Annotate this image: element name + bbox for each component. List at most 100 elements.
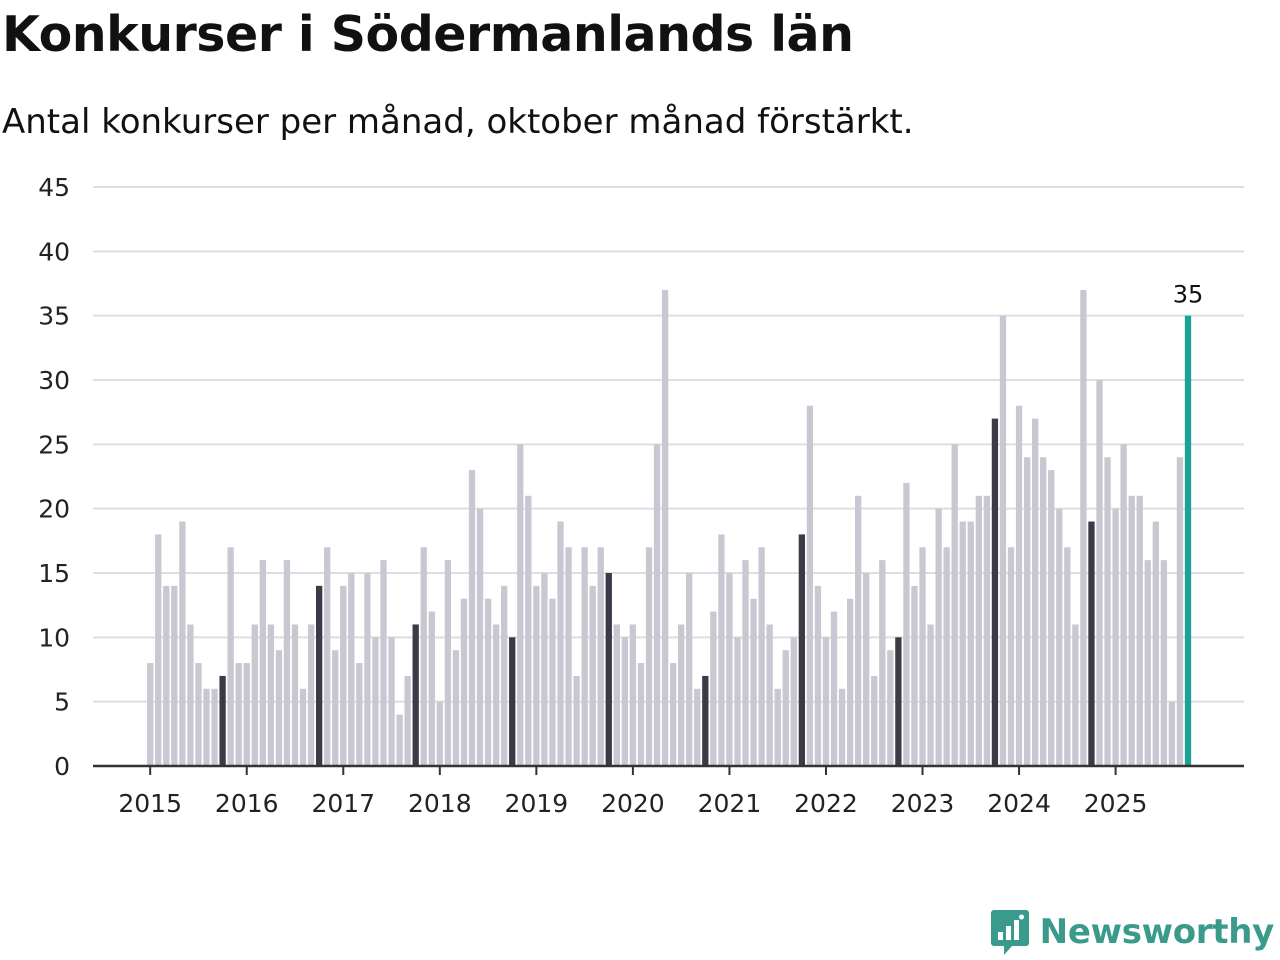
bar	[364, 573, 371, 766]
x-tick-label: 2023	[891, 789, 955, 818]
bar	[621, 637, 629, 766]
bar	[1007, 547, 1015, 766]
bar	[211, 688, 218, 766]
bar	[452, 650, 460, 766]
bar	[1168, 701, 1176, 766]
bar	[814, 585, 822, 766]
bar	[533, 585, 540, 766]
bar	[1015, 405, 1023, 766]
bar	[887, 650, 894, 766]
bar	[943, 547, 950, 766]
bar	[911, 585, 918, 766]
y-tick-label: 15	[38, 559, 70, 588]
bar	[179, 521, 186, 766]
bar	[1032, 418, 1039, 766]
bar	[967, 521, 974, 766]
x-tick-label: 2021	[698, 789, 762, 818]
bar	[1080, 289, 1087, 766]
bar	[637, 663, 645, 766]
bar	[332, 650, 339, 766]
bar	[307, 624, 315, 766]
bar	[396, 714, 403, 766]
bar	[806, 405, 814, 766]
y-tick-label: 35	[38, 302, 70, 331]
newsworthy-logo-icon	[990, 910, 1029, 955]
october-bar	[509, 637, 516, 766]
bar	[565, 547, 572, 766]
bar	[653, 444, 661, 766]
bar	[275, 650, 283, 766]
bar	[1096, 380, 1103, 766]
brand-name: Newsworthy	[1039, 912, 1275, 952]
bar	[187, 624, 194, 766]
bar	[983, 495, 991, 766]
bar	[227, 547, 234, 766]
bar	[557, 521, 564, 766]
bar	[903, 482, 910, 766]
bar	[935, 508, 942, 766]
bar	[380, 560, 387, 766]
bar	[951, 444, 958, 766]
bar	[726, 573, 733, 766]
bar	[340, 585, 347, 766]
bar	[758, 547, 765, 766]
bar	[1152, 521, 1159, 766]
bar	[155, 534, 162, 766]
bar	[718, 534, 725, 766]
bar	[203, 688, 210, 766]
october-bar	[1088, 521, 1095, 766]
october-bar	[605, 573, 612, 766]
bar	[267, 624, 275, 766]
y-tick-label: 25	[38, 430, 70, 459]
x-tick-label: 2019	[505, 789, 569, 818]
bar	[855, 495, 862, 766]
october-bar	[895, 637, 902, 766]
bar	[629, 624, 637, 766]
y-tick-label: 10	[38, 623, 70, 652]
bar	[468, 470, 476, 766]
bar	[460, 598, 468, 766]
october-bar	[991, 418, 999, 766]
bar	[766, 624, 773, 766]
bar	[790, 637, 797, 766]
bar	[283, 560, 291, 766]
bar	[388, 637, 395, 766]
october-bar	[412, 624, 419, 766]
bar	[1056, 508, 1063, 766]
bar	[838, 688, 846, 766]
bar	[846, 598, 854, 766]
october-bar	[316, 585, 323, 766]
bar	[686, 573, 693, 766]
bars	[147, 289, 1192, 766]
brand-logo: Newsworthy	[990, 908, 1274, 956]
october-bar	[219, 675, 226, 766]
bar	[871, 675, 878, 766]
bar	[710, 611, 717, 766]
bar	[1023, 457, 1031, 766]
bar	[492, 624, 500, 766]
bar	[324, 547, 331, 766]
bar	[436, 701, 443, 766]
bar	[259, 560, 266, 766]
x-tick-label: 2025	[1084, 789, 1148, 818]
bar	[959, 521, 966, 766]
y-tick-label: 0	[54, 752, 70, 781]
bar	[484, 598, 492, 766]
bar	[774, 688, 781, 766]
x-tick-label: 2020	[601, 789, 665, 818]
bar	[299, 688, 307, 766]
bar	[863, 573, 870, 766]
bar	[163, 585, 170, 766]
bar	[822, 637, 830, 766]
bar	[428, 611, 435, 766]
bar	[476, 508, 484, 766]
bar	[613, 624, 620, 766]
october-bar	[798, 534, 805, 766]
bar	[999, 315, 1007, 766]
bar	[1136, 495, 1143, 766]
bar	[1104, 457, 1111, 766]
bar	[348, 573, 355, 766]
chart-title: Konkurser i Södermanlands län	[2, 6, 854, 63]
